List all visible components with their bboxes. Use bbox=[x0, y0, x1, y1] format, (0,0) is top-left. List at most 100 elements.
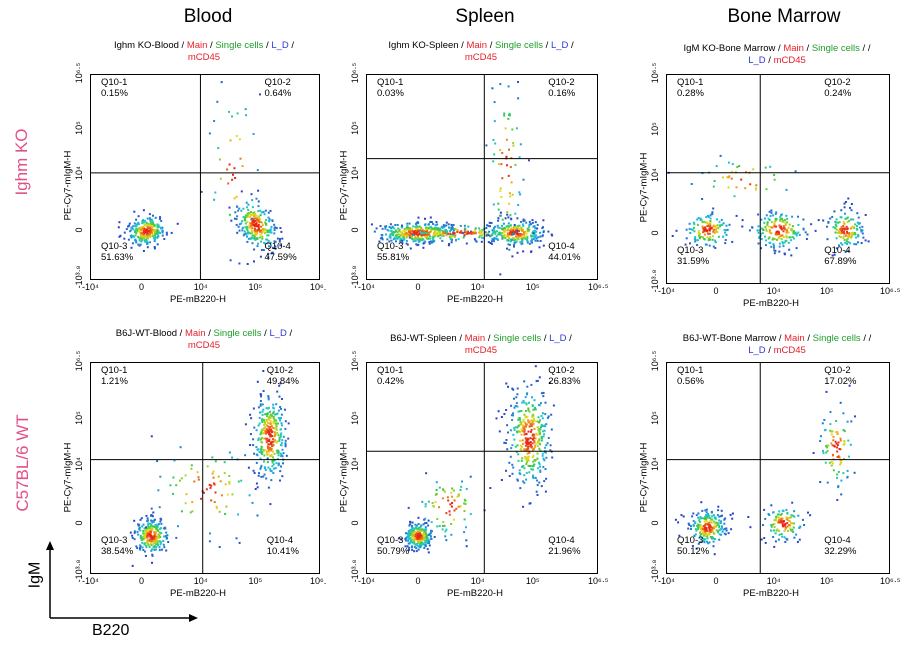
scatter-point bbox=[419, 546, 422, 549]
scatter-point bbox=[447, 499, 450, 502]
gate-label: L_D bbox=[549, 333, 567, 344]
scatter-point bbox=[721, 176, 724, 179]
x-axis-label: PE-mB220-H bbox=[743, 588, 799, 599]
scatter-point bbox=[276, 422, 279, 425]
scatter-point bbox=[429, 237, 432, 240]
scatter-point bbox=[151, 235, 154, 238]
quadrant-percent: 50.79% bbox=[377, 546, 410, 557]
scatter-point bbox=[484, 231, 487, 234]
scatter-point bbox=[522, 178, 525, 181]
scatter-point bbox=[516, 393, 519, 396]
scatter-point bbox=[464, 227, 466, 230]
scatter-point bbox=[235, 195, 238, 198]
scatter-point bbox=[133, 210, 136, 213]
scatter-point bbox=[154, 216, 157, 219]
scatter-point bbox=[783, 241, 786, 244]
scatter-point bbox=[766, 222, 769, 225]
scatter-point bbox=[425, 226, 428, 229]
scatter-point bbox=[781, 509, 784, 512]
scatter-point bbox=[240, 209, 243, 212]
scatter-point bbox=[504, 217, 507, 220]
scatter-point bbox=[543, 433, 546, 436]
scatter-point bbox=[414, 235, 417, 238]
scatter-point bbox=[689, 242, 691, 245]
scatter-point bbox=[497, 217, 500, 220]
scatter-plot-area: Q10-1 0.28% Q10-2 0.24% Q10-3 31.59% Q10-4 67.8… bbox=[666, 74, 890, 284]
scatter-point bbox=[526, 227, 529, 230]
scatter-point bbox=[764, 166, 767, 169]
scatter-point bbox=[435, 481, 438, 484]
scatter-point bbox=[448, 510, 451, 513]
gate-label: L_D bbox=[269, 328, 287, 339]
scatter-point bbox=[156, 233, 159, 236]
scatter-point bbox=[273, 232, 276, 235]
scatter-point bbox=[716, 224, 719, 227]
scatter-plot-area: Q10-1 0.15% Q10-2 0.64% Q10-3 51.63% Q10-4 47.5… bbox=[90, 74, 320, 280]
scatter-point bbox=[272, 450, 274, 453]
scatter-point bbox=[707, 215, 709, 217]
scatter-point bbox=[781, 241, 784, 244]
scatter-point bbox=[775, 218, 778, 220]
scatter-point bbox=[142, 231, 145, 234]
scatter-point bbox=[511, 419, 514, 421]
scatter-point bbox=[511, 472, 514, 475]
scatter-point bbox=[151, 228, 154, 231]
scatter-point bbox=[741, 219, 744, 222]
scatter-point bbox=[697, 230, 700, 232]
scatter-point bbox=[463, 224, 466, 227]
scatter-point bbox=[160, 220, 163, 222]
scatter-point bbox=[264, 221, 267, 224]
scatter-point bbox=[272, 463, 275, 466]
scatter-point bbox=[412, 234, 415, 236]
scatter-point bbox=[543, 459, 546, 462]
scatter-point bbox=[527, 457, 530, 460]
scatter-point bbox=[281, 237, 284, 240]
scatter-point bbox=[549, 449, 552, 452]
scatter-point bbox=[514, 163, 517, 166]
scatter-point bbox=[710, 526, 713, 529]
scatter-point bbox=[153, 540, 156, 543]
scatter-point bbox=[417, 516, 420, 519]
scatter-point bbox=[146, 539, 149, 542]
scatter-point bbox=[705, 230, 708, 233]
scatter-point bbox=[254, 238, 257, 241]
scatter-point bbox=[503, 441, 506, 444]
scatter-point bbox=[271, 414, 273, 417]
scatter-point bbox=[463, 510, 466, 512]
scatter-point bbox=[245, 201, 248, 204]
scatter-point bbox=[157, 235, 160, 238]
scatter-point bbox=[399, 234, 402, 237]
scatter-point bbox=[541, 452, 544, 455]
scatter-point bbox=[513, 245, 515, 248]
scatter-point bbox=[843, 227, 846, 230]
scatter-point bbox=[209, 532, 211, 535]
scatter-point bbox=[766, 224, 769, 227]
scatter-point bbox=[277, 409, 280, 412]
scatter-point bbox=[773, 244, 775, 247]
scatter-point bbox=[523, 433, 526, 436]
scatter-point bbox=[159, 540, 161, 543]
scatter-svg bbox=[667, 363, 889, 573]
scatter-point bbox=[531, 442, 534, 445]
scatter-point bbox=[152, 535, 155, 538]
scatter-point bbox=[835, 218, 838, 221]
scatter-point bbox=[530, 430, 532, 433]
scatter-point bbox=[267, 396, 270, 399]
scatter-point bbox=[699, 233, 702, 235]
scatter-point bbox=[852, 233, 855, 236]
scatter-point bbox=[789, 524, 792, 527]
scatter-point bbox=[522, 218, 525, 221]
scatter-point bbox=[428, 223, 430, 226]
scatter-point bbox=[516, 405, 519, 408]
scatter-point bbox=[258, 472, 260, 475]
scatter-point bbox=[246, 225, 248, 228]
scatter-point bbox=[406, 243, 409, 246]
scatter-point bbox=[274, 245, 277, 248]
scatter-point bbox=[798, 538, 801, 541]
scatter-point bbox=[522, 220, 525, 223]
scatter-point bbox=[424, 522, 427, 525]
scatter-point bbox=[272, 472, 275, 474]
scatter-point bbox=[505, 229, 508, 231]
scatter-point bbox=[536, 494, 539, 496]
scatter-point bbox=[725, 233, 728, 236]
